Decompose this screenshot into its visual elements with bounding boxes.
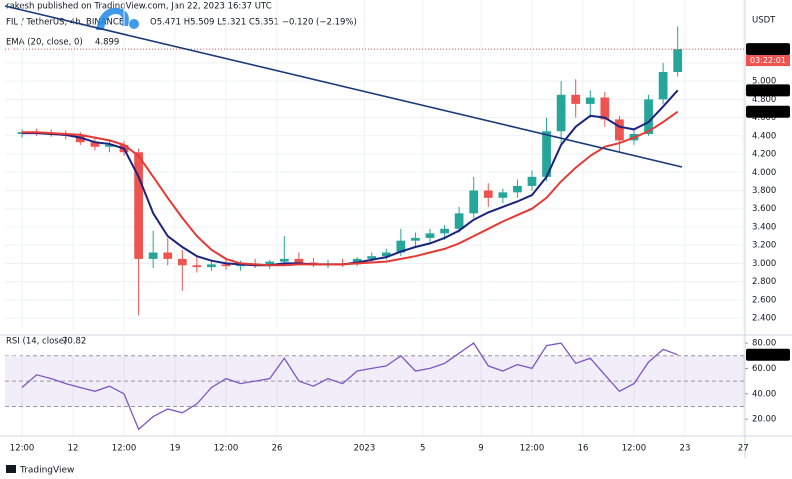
price-tag [746,43,790,56]
candle-body [177,258,187,266]
trend-line [4,5,683,168]
candle-body [644,99,653,134]
candle-body [75,135,85,143]
y-tick-label: 80.00 [752,339,776,349]
x-tick-label: 12:00 [112,444,137,454]
rsi-band [5,355,745,407]
x-tick-label: 12:00 [622,444,647,454]
price-tag [746,105,790,118]
y-tick-label: 2.600 [752,295,776,305]
y-tick-label: 2.800 [752,277,776,287]
price-unit: USDT [752,16,776,26]
candle-body [279,258,289,262]
rsi-value: 70.82 [62,337,86,347]
countdown-box [746,55,790,67]
x-tick-label: 26 [272,444,283,454]
candle-body [527,176,537,186]
candle-body [498,192,508,198]
candle-body [571,94,581,104]
y-tick-label: 2.400 [752,314,776,324]
x-tick-label: 19 [170,444,181,454]
candle-body [221,264,231,267]
candle-body [411,237,420,241]
x-tick-label: 12 [68,444,79,454]
candle-body [265,261,275,266]
y-tick-label: 4.000 [752,168,776,178]
x-tick-label: 23 [680,444,691,454]
x-tick-label: 12:00 [214,444,239,454]
candle-body [454,213,464,229]
candle-body [673,49,683,72]
x-tick-label: 9 [478,444,483,454]
y-tick-label: 4.200 [752,150,776,160]
y-tick-label: 5.000 [752,77,776,87]
indicator-value: 4.899 [95,38,119,48]
candle-body [542,131,551,177]
candle-body [585,97,595,104]
price-tag-label: 4.899 [0,86,23,95]
candle-body [163,252,173,259]
candle-body [396,240,406,253]
price-tag-label: 5.351 [0,45,23,54]
y-tick-label: 3.600 [752,204,776,214]
y-tick-label: 3.000 [752,259,776,269]
ohlc: O5.471 H5.509 L5.321 C5.351 −0.120 (−2.1… [150,18,357,28]
candle-body [615,119,624,141]
candle-body [148,252,158,259]
candle-body [134,152,143,259]
y-tick-label: 3.400 [752,222,776,232]
y-tick-label: 4.600 [752,113,776,123]
candle-body [469,190,479,214]
candle-body [600,97,610,120]
y-tick-label: 3.200 [752,241,776,251]
footer: TradingView [6,465,74,476]
candle-body [367,256,377,259]
rsi-line [21,342,678,431]
x-tick-label: 16 [578,444,589,454]
y-tick-label: 4.400 [752,131,776,141]
rsi-label: RSI (14, close) [6,337,67,347]
y-tick-label: 4.800 [752,95,776,105]
publisher: rakesh published on TradingView.com, Jan… [6,2,272,12]
candle-body [440,228,449,234]
candle-body [207,264,216,268]
symbol-title: FIL / TetherUS, 4h, BINANCE [6,18,124,28]
candle-body [556,94,566,132]
x-tick-label: 12:00 [520,444,545,454]
candle-body [105,144,114,147]
price-tag-label: 4.664 [0,107,23,116]
y-tick-label: 3.800 [752,186,776,196]
indicator-label: EMA (20, close, 0) [6,38,83,48]
footer-text: TradingView [19,466,74,476]
candle-body [192,265,202,268]
indicator-line [22,110,679,267]
y-tick-label: 20.00 [752,415,776,425]
candle-body [425,233,435,238]
x-tick-label: 2023 [354,444,376,454]
y-tick-label: 40.00 [752,389,776,399]
x-tick-label: 5 [420,444,425,454]
price-tag [746,84,790,97]
x-tick-label: 27 [738,444,749,454]
candle-body [658,71,668,100]
candle-body [294,258,304,263]
y-tick-label: 60.00 [752,364,776,374]
candle-body [381,252,391,257]
price-tag [746,348,790,361]
x-tick-label: 12:00 [10,444,35,454]
price-tag-label: 70.82 [0,350,23,359]
candle-body [90,142,100,147]
candle-body [483,190,493,198]
watermark-logo [96,7,139,30]
candle-body [513,185,522,193]
countdown: 03:22:01 [750,56,786,65]
